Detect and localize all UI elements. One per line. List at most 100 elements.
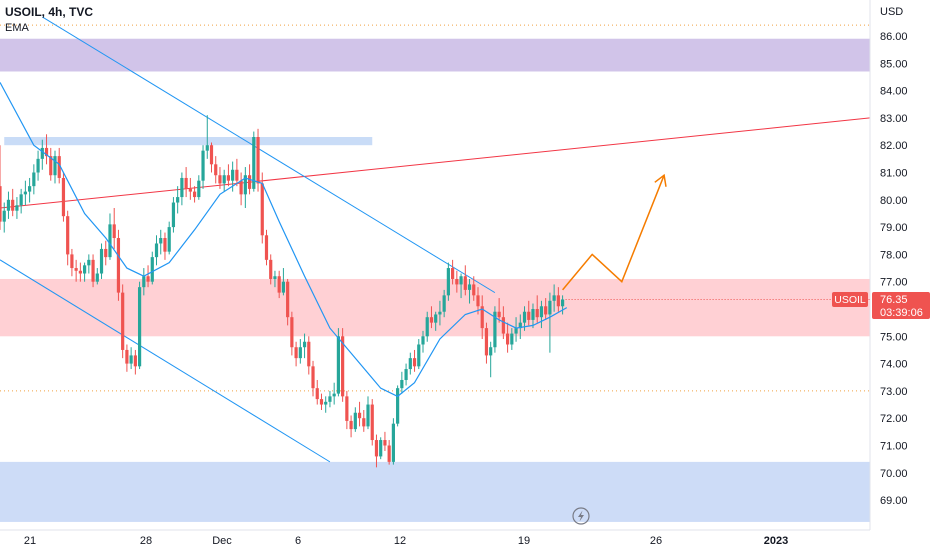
- candle-body: [366, 404, 370, 427]
- y-tick-label: 81.00: [880, 168, 908, 180]
- candle-body: [167, 227, 171, 252]
- candle-body: [489, 347, 493, 356]
- candle-body: [493, 311, 497, 348]
- candle-body: [315, 388, 319, 400]
- price-axis[interactable]: [870, 0, 932, 550]
- candle-body: [154, 243, 159, 258]
- ema-line: [0, 82, 568, 398]
- candle-body: [23, 191, 27, 195]
- candle-body: [247, 175, 252, 189]
- candle-body: [455, 278, 459, 285]
- candle-body: [125, 349, 129, 364]
- candle-body: [548, 300, 552, 315]
- candle-body: [15, 205, 19, 211]
- price-zone: [4, 137, 373, 146]
- candle-body: [451, 268, 455, 279]
- candle-body: [231, 169, 235, 181]
- candle-body: [357, 412, 362, 419]
- projection-arrow[interactable]: [562, 174, 665, 291]
- candle-body: [400, 379, 404, 389]
- trend-line[interactable]: [0, 117, 871, 209]
- projection-arrowhead: [654, 173, 667, 187]
- y-tick-label: 80.00: [880, 195, 908, 207]
- x-tick-label: 2023: [764, 535, 788, 547]
- candle-body: [412, 358, 417, 367]
- last-price-tag: USOIL 76.35 03:39:06: [832, 292, 930, 319]
- candle-body: [484, 328, 489, 356]
- y-tick-label: 70.00: [880, 468, 908, 480]
- candle-body: [163, 238, 167, 252]
- candle-body: [480, 306, 484, 329]
- candle-body: [374, 440, 379, 457]
- y-tick-label: 69.00: [880, 495, 908, 507]
- candle-body: [40, 147, 44, 159]
- candle-body: [311, 366, 315, 389]
- candle-body: [2, 210, 6, 222]
- price-tag-value: 76.35: [880, 294, 908, 306]
- candle-body: [476, 295, 480, 307]
- candle-body: [116, 238, 121, 293]
- candle-body: [522, 311, 527, 323]
- y-tick-label: 85.00: [880, 58, 908, 70]
- currency-label: USD: [880, 6, 903, 18]
- candle-body: [345, 396, 349, 421]
- candle-body: [87, 259, 91, 266]
- drawn-lines: [0, 16, 871, 463]
- candle-body: [324, 401, 328, 405]
- candle-body: [108, 224, 112, 258]
- x-tick-label: 12: [394, 535, 406, 547]
- candle-body: [353, 412, 357, 430]
- y-tick-label: 71.00: [880, 441, 908, 453]
- candle-body: [6, 199, 11, 211]
- candle-body: [70, 254, 74, 269]
- lightning-icon[interactable]: [572, 507, 590, 525]
- y-tick-label: 79.00: [880, 222, 908, 234]
- candle-body: [192, 191, 197, 198]
- channel-lower-line[interactable]: [0, 259, 331, 463]
- x-tick-label: 19: [518, 535, 530, 547]
- price-zone: [0, 278, 870, 337]
- candle-body: [188, 188, 192, 192]
- candle-body: [44, 147, 49, 157]
- ema-indicator-label[interactable]: EMA: [5, 22, 30, 34]
- candle-body: [472, 284, 476, 296]
- candle-body: [95, 273, 99, 282]
- candle-body: [104, 248, 108, 258]
- candle-body: [446, 268, 450, 296]
- dotted-levels: [0, 24, 870, 392]
- candle-body: [556, 295, 560, 307]
- y-tick-label: 75.00: [880, 331, 908, 343]
- candle-body: [510, 333, 514, 345]
- x-tick-label: 6: [295, 535, 301, 547]
- candle-body: [91, 259, 95, 282]
- candle-body: [417, 344, 421, 367]
- candle-body: [256, 137, 260, 184]
- candle-body: [252, 137, 256, 189]
- x-tick-label: 28: [140, 535, 152, 547]
- channel-upper-line[interactable]: [42, 16, 496, 294]
- candle-body: [146, 276, 150, 282]
- candle-body: [535, 309, 539, 318]
- y-tick-label: 84.00: [880, 86, 908, 98]
- candle-body: [501, 317, 505, 334]
- candle-body: [226, 175, 231, 181]
- candle-body: [341, 336, 345, 397]
- candle-body: [0, 186, 2, 222]
- candle-body: [396, 388, 400, 424]
- candle-body: [205, 145, 209, 151]
- candle-body: [57, 156, 61, 178]
- ema-polyline[interactable]: [0, 82, 568, 398]
- candle-body: [235, 169, 239, 181]
- candle-body: [243, 175, 247, 195]
- y-tick-label: 86.00: [880, 31, 908, 43]
- candle-body: [239, 180, 243, 195]
- candle-body: [137, 287, 142, 367]
- candle-body: [209, 145, 214, 165]
- candle-body: [298, 347, 302, 359]
- candle-body: [506, 333, 510, 345]
- candle-body: [99, 248, 104, 274]
- candle-body: [66, 216, 70, 255]
- candle-body: [349, 420, 353, 430]
- y-tick-label: 77.00: [880, 277, 908, 289]
